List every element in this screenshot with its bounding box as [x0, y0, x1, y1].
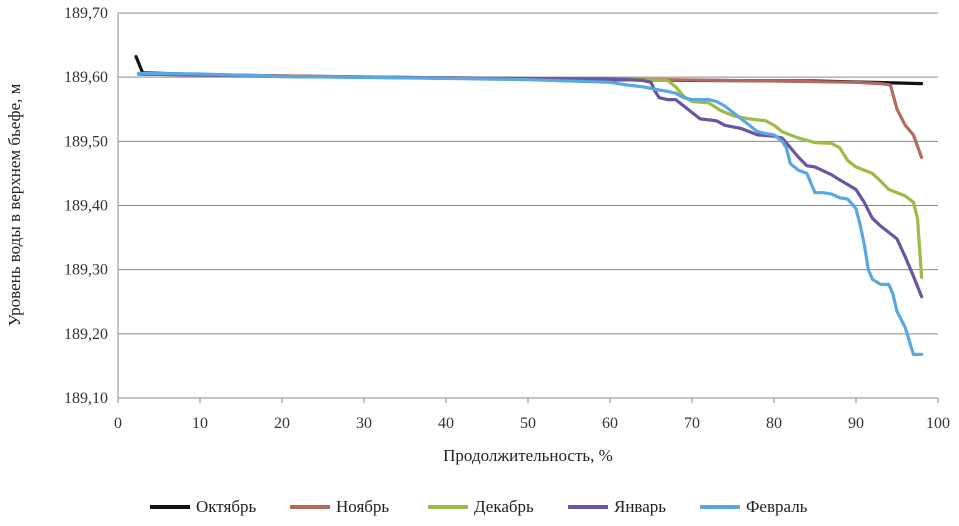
x-tick-label: 20	[274, 415, 290, 432]
x-tick-label: 30	[356, 415, 372, 432]
legend-label: Январь	[614, 497, 666, 516]
y-tick-label: 189,20	[64, 326, 108, 343]
legend-label: Октябрь	[196, 497, 256, 516]
series-line-4	[136, 72, 924, 299]
x-tick-label: 90	[848, 415, 864, 432]
legend-label: Ноябрь	[336, 497, 389, 516]
y-axis-label: Уровень воды в верхнем бьефе, м	[5, 83, 24, 326]
x-tick-label: 40	[438, 415, 454, 432]
y-tick-label: 189,60	[64, 69, 108, 86]
series-line-3	[136, 72, 924, 279]
x-axis-label: Продолжительность, %	[443, 446, 613, 465]
series-line-5	[136, 71, 924, 356]
y-tick-label: 189,40	[64, 198, 108, 215]
x-tick-label: 80	[766, 415, 782, 432]
x-tick-label: 0	[114, 415, 122, 432]
legend-label: Декабрь	[474, 497, 534, 516]
x-tick-label: 60	[602, 415, 618, 432]
legend: Октябрь Ноябрь Декабрь Январь Февраль	[150, 497, 808, 516]
x-tick-label: 100	[926, 415, 950, 432]
series-lines	[134, 55, 924, 356]
y-tick-label: 189,30	[64, 262, 108, 279]
series-line-2	[136, 72, 924, 159]
y-tick-label: 189,50	[64, 133, 108, 150]
y-tick-label: 189,10	[64, 390, 108, 407]
y-tick-label: 189,70	[64, 5, 108, 22]
x-tick-labels: 0 10 20 30 40 50 60 70 80 90 100	[114, 415, 950, 432]
legend-label: Февраль	[746, 497, 808, 516]
x-tick-label: 70	[684, 415, 700, 432]
x-tick-label: 10	[192, 415, 208, 432]
grid-lines	[117, 12, 939, 403]
x-tick-label: 50	[520, 415, 536, 432]
y-tick-labels: 189,10 189,20 189,30 189,40 189,50 189,60 189,…	[64, 5, 108, 407]
